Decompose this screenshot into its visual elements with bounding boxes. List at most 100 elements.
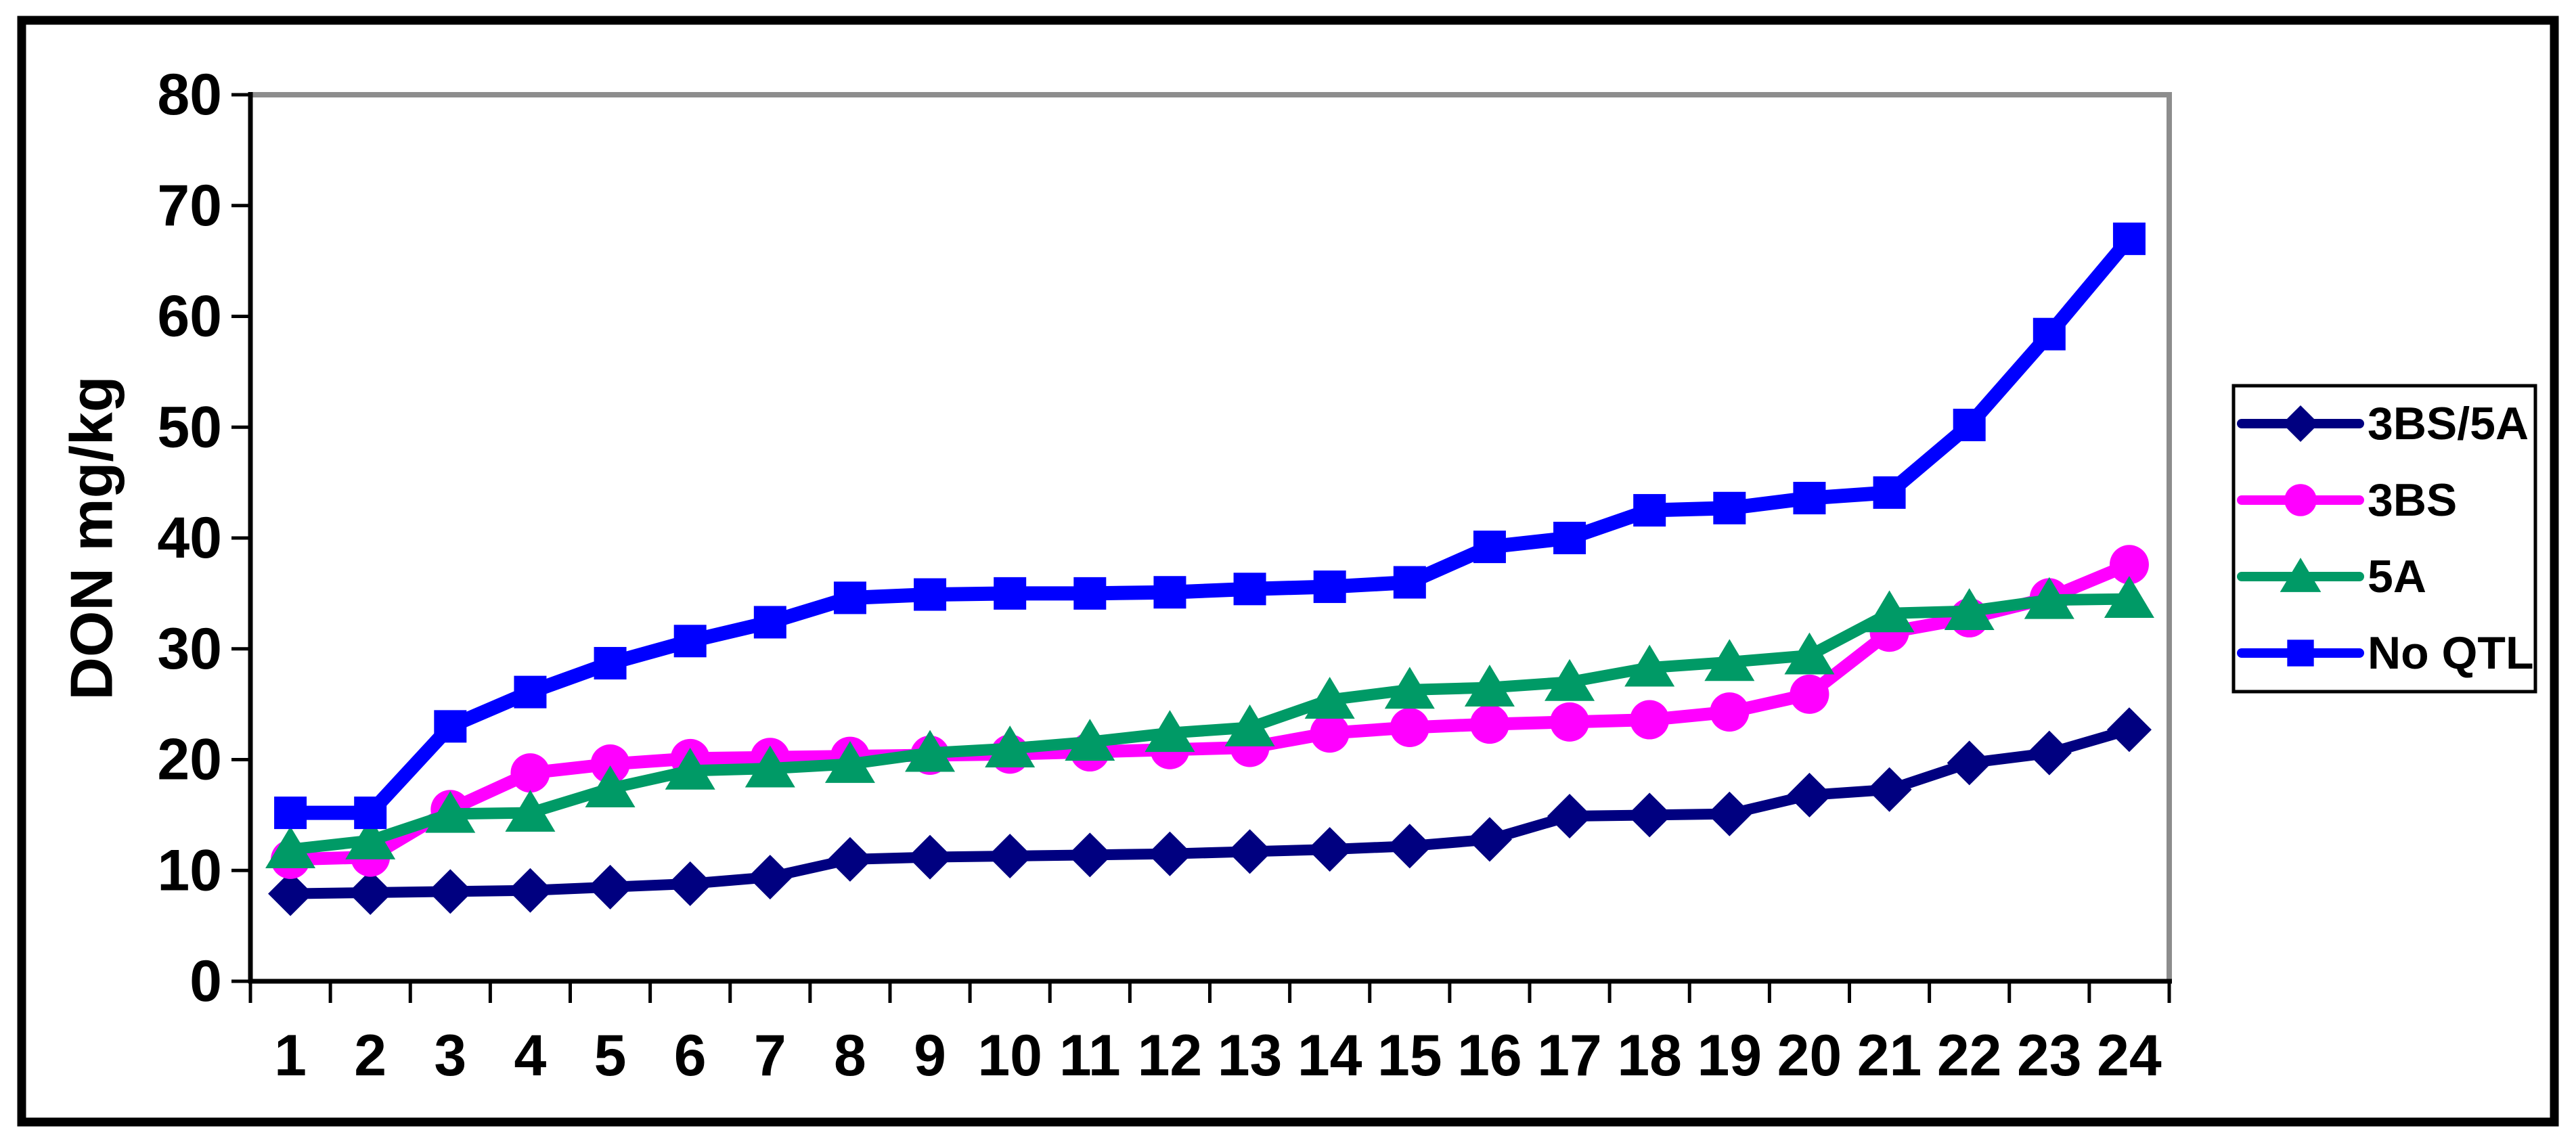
y-tick-label: 50	[157, 395, 222, 460]
data-point	[1073, 577, 1107, 610]
data-point	[2287, 640, 2314, 667]
y-tick-label: 30	[157, 617, 222, 681]
data-point	[2280, 558, 2322, 592]
data-point	[508, 868, 553, 913]
data-point	[1147, 831, 1193, 876]
legend-item-no-qtl: No QTL	[2237, 627, 2534, 679]
x-tick-label: 17	[1537, 1023, 1602, 1088]
legend-item-3bs-5a: 3BS/5A	[2237, 398, 2529, 449]
x-tick-label: 11	[1059, 1023, 1121, 1088]
data-point	[1790, 674, 1829, 714]
data-point	[1550, 702, 1590, 742]
data-point	[1233, 573, 1266, 606]
series-no-qtl	[274, 222, 2146, 830]
series-5a	[265, 576, 2154, 869]
data-point	[2024, 577, 2074, 619]
data-point	[1387, 824, 1432, 869]
data-point	[1307, 827, 1352, 872]
x-tick-label: 14	[1297, 1023, 1362, 1088]
data-point	[2109, 545, 2149, 585]
data-point	[590, 744, 630, 784]
data-point	[265, 826, 316, 869]
x-tick-label: 8	[834, 1023, 866, 1088]
data-point	[1864, 590, 1915, 633]
x-tick-label: 23	[2017, 1023, 2082, 1088]
data-point	[510, 753, 550, 793]
data-point	[505, 790, 556, 832]
y-tick-label: 60	[157, 284, 222, 349]
data-point	[1553, 522, 1586, 554]
x-tick-label: 20	[1777, 1023, 1842, 1088]
data-point	[1390, 708, 1429, 748]
x-tick-label: 7	[754, 1023, 786, 1088]
y-tick-label: 20	[157, 727, 222, 792]
data-point	[1710, 692, 1750, 732]
data-point	[274, 797, 307, 830]
data-point	[994, 577, 1027, 610]
data-point	[745, 745, 795, 788]
data-point	[1633, 494, 1666, 527]
data-point	[1545, 658, 1595, 701]
x-tick-label: 1	[274, 1023, 307, 1088]
data-point	[1873, 476, 1906, 509]
data-point	[268, 871, 313, 916]
data-point	[354, 797, 387, 830]
y-tick-label: 0	[190, 949, 222, 1014]
x-tick-label: 12	[1138, 1023, 1203, 1088]
data-point	[434, 710, 467, 743]
data-point	[1313, 570, 1346, 604]
data-point	[2033, 317, 2066, 351]
data-point	[1707, 791, 1752, 836]
y-axis-title: DON mg/kg	[58, 376, 125, 700]
data-point	[1947, 740, 1992, 786]
data-point	[2284, 484, 2317, 516]
x-tick-label: 21	[1857, 1023, 1922, 1088]
x-tick-label: 3	[434, 1023, 466, 1088]
data-point	[1304, 677, 1355, 719]
y-axis: 0 10 20 30 40 50 60 70 80	[157, 62, 250, 1014]
data-point	[1787, 772, 1832, 817]
data-point	[514, 675, 547, 709]
data-point	[1630, 700, 1670, 740]
x-tick-label: 5	[594, 1023, 627, 1088]
data-point	[1469, 704, 1509, 744]
data-point	[1944, 588, 1995, 630]
legend-label: 3BS/5A	[2368, 398, 2529, 449]
x-tick-label: 16	[1457, 1023, 1522, 1088]
data-point	[1953, 408, 1986, 441]
x-tick-label: 2	[354, 1023, 386, 1088]
data-point	[587, 864, 633, 910]
figure-border	[17, 16, 2559, 1127]
data-point	[987, 833, 1033, 878]
data-point	[1224, 704, 1275, 746]
x-tick-label: 24	[2097, 1023, 2162, 1088]
x-tick-label: 4	[514, 1023, 547, 1088]
data-point	[428, 869, 473, 914]
x-tick-label: 18	[1617, 1023, 1682, 1088]
y-tick-label: 70	[157, 173, 222, 238]
series-3bs-5a	[268, 707, 2152, 916]
data-point	[1464, 665, 1515, 707]
y-tick-label: 10	[157, 838, 222, 903]
data-point	[753, 606, 786, 639]
data-point	[1627, 792, 1672, 838]
legend-item-5a: 5A	[2237, 551, 2426, 602]
legend-item-3bs: 3BS	[2237, 474, 2457, 526]
data-point	[2026, 730, 2072, 776]
data-point	[1065, 719, 1115, 761]
data-point	[1310, 713, 1350, 753]
data-point	[824, 741, 875, 783]
data-point	[827, 836, 872, 882]
x-tick-label: 15	[1377, 1023, 1442, 1088]
legend-label: No QTL	[2368, 627, 2534, 679]
data-point	[594, 647, 627, 680]
x-tick-label: 19	[1697, 1023, 1762, 1088]
x-tick-label: 13	[1218, 1023, 1283, 1088]
data-point	[914, 578, 947, 611]
data-point	[667, 861, 713, 906]
data-point	[1473, 531, 1506, 564]
x-axis: 1 2 3 4 5 6 7 8 9 10 11 12 13 14 15 16 17 18 19 20 21 22 23 24	[248, 981, 2171, 1088]
data-point	[2104, 576, 2154, 618]
